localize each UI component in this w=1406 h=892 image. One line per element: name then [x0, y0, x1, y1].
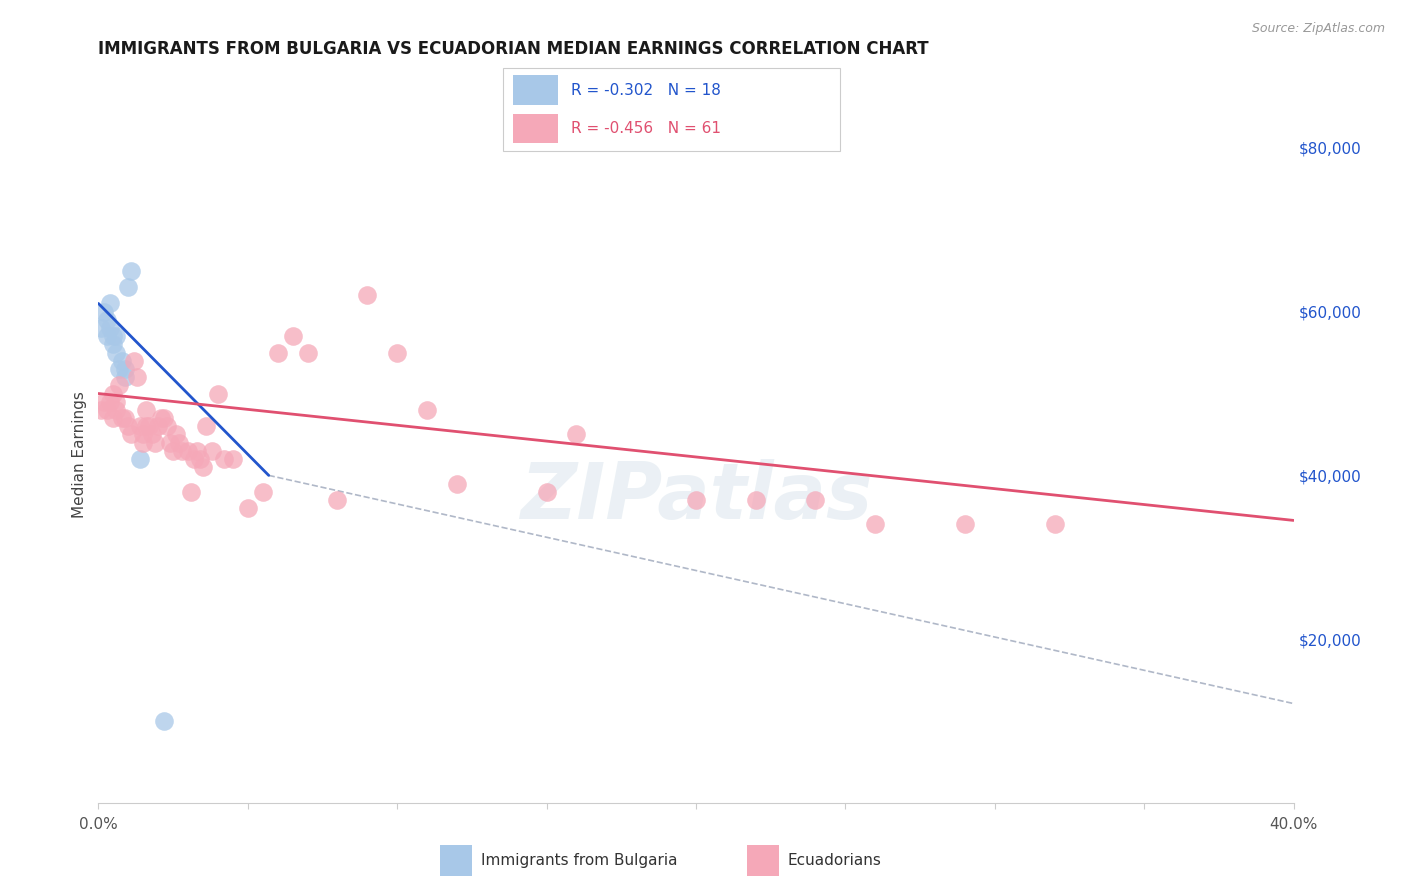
- Point: [745, 492, 768, 507]
- Point: [100, 296, 122, 310]
- Point: [446, 476, 468, 491]
- Point: [191, 460, 214, 475]
- Point: [96, 329, 118, 343]
- Point: [138, 419, 160, 434]
- Point: [1043, 517, 1066, 532]
- Point: [93, 394, 115, 409]
- Point: [565, 427, 588, 442]
- Point: [105, 329, 128, 343]
- Point: [105, 394, 128, 409]
- Bar: [747, 846, 779, 876]
- Point: [159, 435, 181, 450]
- Point: [183, 452, 205, 467]
- Point: [236, 501, 259, 516]
- Text: ZIPatlas: ZIPatlas: [520, 458, 872, 534]
- Point: [281, 329, 304, 343]
- Point: [186, 443, 208, 458]
- Point: [132, 427, 155, 442]
- Point: [326, 492, 349, 507]
- Point: [100, 321, 122, 335]
- Point: [162, 443, 184, 458]
- Point: [416, 403, 439, 417]
- Point: [212, 452, 235, 467]
- Point: [685, 492, 707, 507]
- Bar: [440, 846, 472, 876]
- Point: [201, 443, 224, 458]
- Point: [150, 411, 173, 425]
- Point: [105, 403, 128, 417]
- Point: [143, 435, 166, 450]
- Point: [93, 304, 115, 318]
- Point: [172, 443, 194, 458]
- Y-axis label: Median Earnings: Median Earnings: [72, 392, 87, 518]
- Point: [195, 419, 218, 434]
- Point: [108, 362, 131, 376]
- Point: [132, 435, 155, 450]
- Bar: [513, 76, 558, 105]
- Point: [148, 419, 170, 434]
- Point: [114, 411, 136, 425]
- Point: [135, 403, 157, 417]
- Point: [111, 353, 134, 368]
- Point: [111, 411, 134, 425]
- Point: [120, 427, 142, 442]
- Point: [356, 288, 378, 302]
- Text: R = -0.456   N = 61: R = -0.456 N = 61: [571, 121, 721, 136]
- Point: [90, 403, 112, 417]
- Text: Immigrants from Bulgaria: Immigrants from Bulgaria: [481, 854, 678, 868]
- Point: [105, 345, 128, 359]
- Point: [124, 353, 146, 368]
- Point: [252, 484, 274, 499]
- Point: [141, 427, 163, 442]
- Point: [165, 427, 187, 442]
- Point: [167, 435, 190, 450]
- Point: [865, 517, 887, 532]
- Point: [103, 337, 125, 351]
- Point: [129, 452, 152, 467]
- Point: [222, 452, 245, 467]
- Point: [536, 484, 558, 499]
- Point: [100, 394, 122, 409]
- Point: [180, 484, 202, 499]
- Point: [156, 419, 179, 434]
- Text: R = -0.302   N = 18: R = -0.302 N = 18: [571, 83, 721, 98]
- Point: [953, 517, 976, 532]
- FancyBboxPatch shape: [502, 68, 841, 151]
- Point: [207, 386, 229, 401]
- Point: [117, 419, 139, 434]
- Point: [103, 411, 125, 425]
- Point: [103, 329, 125, 343]
- Point: [297, 345, 319, 359]
- Point: [153, 411, 176, 425]
- Point: [135, 419, 157, 434]
- Point: [267, 345, 290, 359]
- Text: IMMIGRANTS FROM BULGARIA VS ECUADORIAN MEDIAN EARNINGS CORRELATION CHART: IMMIGRANTS FROM BULGARIA VS ECUADORIAN M…: [98, 40, 929, 58]
- Point: [96, 403, 118, 417]
- Point: [385, 345, 409, 359]
- Point: [96, 313, 118, 327]
- Point: [153, 714, 176, 728]
- Text: Source: ZipAtlas.com: Source: ZipAtlas.com: [1251, 22, 1385, 36]
- Point: [127, 370, 149, 384]
- Point: [188, 452, 211, 467]
- Point: [114, 362, 136, 376]
- Point: [90, 321, 112, 335]
- Point: [120, 264, 142, 278]
- Point: [108, 378, 131, 392]
- Point: [804, 492, 827, 507]
- Point: [177, 443, 200, 458]
- Point: [103, 386, 125, 401]
- Bar: [513, 113, 558, 143]
- Point: [117, 280, 139, 294]
- Point: [114, 370, 136, 384]
- Text: Ecuadorians: Ecuadorians: [787, 854, 882, 868]
- Point: [129, 419, 152, 434]
